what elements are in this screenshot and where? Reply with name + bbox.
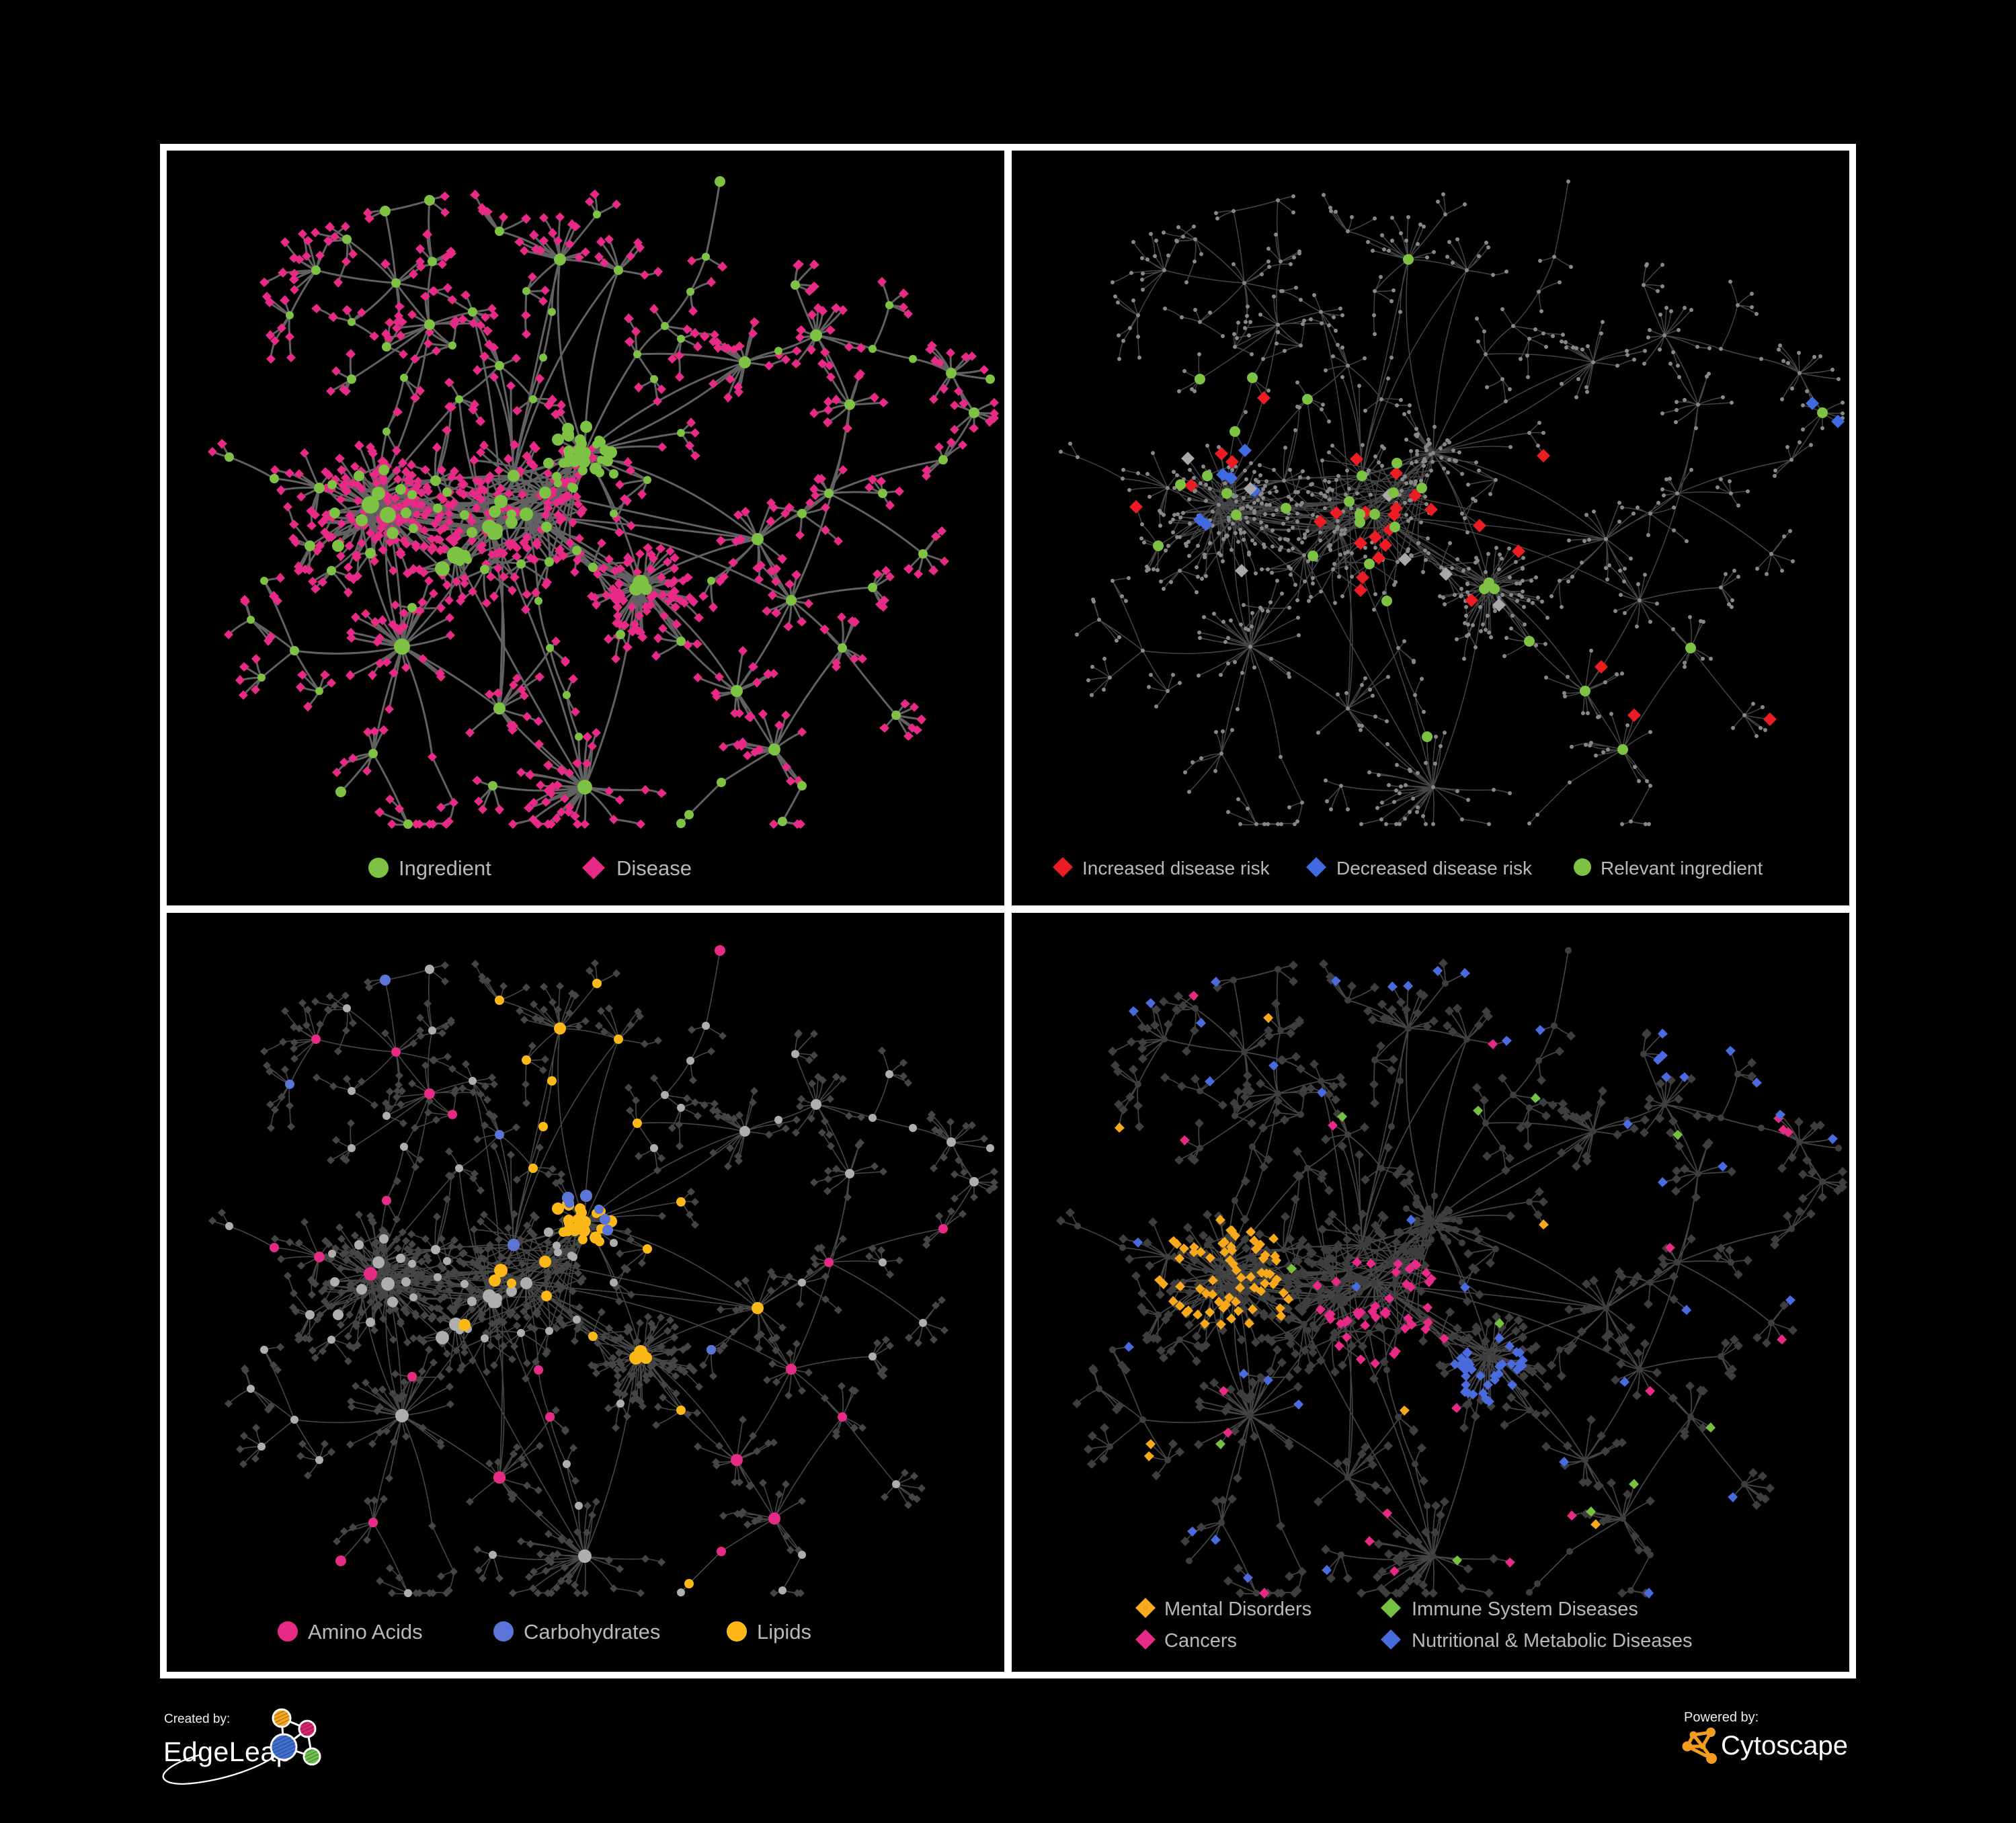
svg-text:Mental Disorders: Mental Disorders xyxy=(1164,1598,1312,1620)
svg-text:Relevant ingredient: Relevant ingredient xyxy=(1601,858,1763,879)
svg-text:Powered by:: Powered by: xyxy=(1684,1710,1759,1725)
svg-text:Cancers: Cancers xyxy=(1164,1630,1237,1652)
svg-text:Lipids: Lipids xyxy=(757,1620,811,1644)
svg-text:EdgeLeap: EdgeLeap xyxy=(163,1736,292,1767)
svg-text:Created by:: Created by: xyxy=(164,1712,230,1726)
svg-text:Disease: Disease xyxy=(616,856,692,880)
svg-text:Increased disease risk: Increased disease risk xyxy=(1082,858,1271,879)
svg-text:Cytoscape: Cytoscape xyxy=(1721,1731,1848,1760)
svg-text:Decreased disease risk: Decreased disease risk xyxy=(1336,858,1533,879)
svg-text:Amino Acids: Amino Acids xyxy=(308,1620,423,1644)
svg-text:Carbohydrates: Carbohydrates xyxy=(524,1620,660,1644)
svg-text:Immune System Diseases: Immune System Diseases xyxy=(1412,1598,1638,1620)
svg-text:Nutritional & Metabolic Diseas: Nutritional & Metabolic Diseases xyxy=(1412,1630,1692,1652)
svg-text:Ingredient: Ingredient xyxy=(399,856,491,880)
